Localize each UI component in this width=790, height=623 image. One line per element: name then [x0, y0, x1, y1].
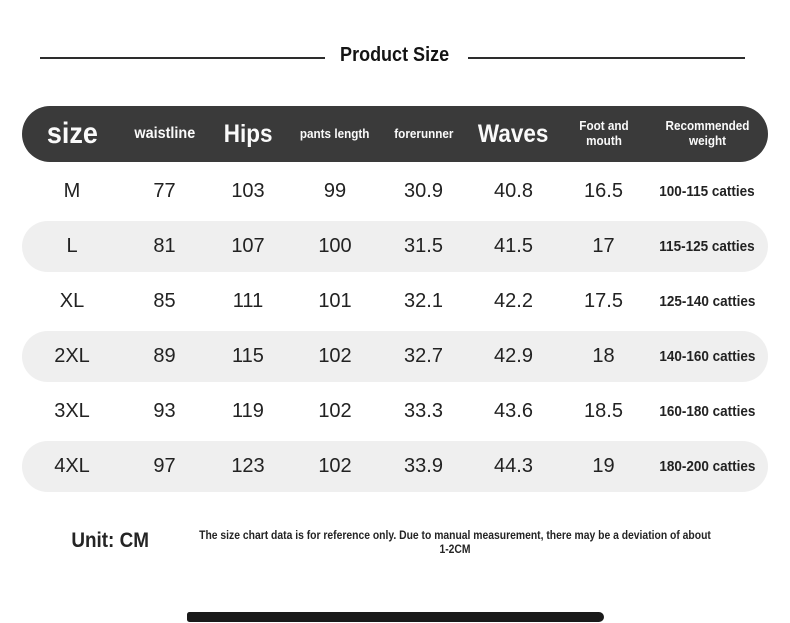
table-row: M 77 103 99 30.9 40.8 16.5 100-115 catti… [22, 166, 768, 217]
header-cell-hips: Hips [207, 120, 289, 149]
cell-waves: 40.8 [494, 180, 533, 202]
cell-waistline: 89 [153, 345, 176, 367]
header-label-size: size [46, 116, 98, 150]
title-divider-right [468, 57, 745, 59]
header-label-pants-length: pants length [300, 125, 370, 141]
header-cell-pants-length: pants length [289, 125, 381, 142]
cell-recommended-weight: 160-180 catties [646, 403, 768, 420]
header-label-foot-and-mouth: Foot and mouth [578, 118, 629, 148]
table-header-row: size waistline Hips pants length forerun… [22, 106, 768, 162]
cell-recommended-weight: 115-125 catties [646, 238, 768, 255]
cell-waistline: 93 [153, 400, 176, 422]
cell-pants-length: 102 [318, 345, 352, 367]
weight-text: 140-160 catties [658, 347, 756, 365]
header-label-recommended-weight: Recommended weight [665, 118, 749, 148]
cell-hips: 107 [231, 235, 265, 257]
header-cell-forerunner: forerunner [381, 125, 466, 142]
cell-size: 4XL [54, 455, 90, 477]
cell-forerunner: 30.9 [404, 180, 443, 202]
cell-size: L [66, 235, 78, 257]
table-row: 2XL 89 115 102 32.7 42.9 18 140-160 catt… [22, 331, 768, 382]
cell-forerunner: 33.3 [404, 400, 443, 422]
unit-label: Unit: CM [48, 529, 172, 553]
unit-text: Unit: CM [71, 529, 149, 552]
table-row: 4XL 97 123 102 33.9 44.3 19 180-200 catt… [22, 441, 768, 492]
cell-forerunner: 32.7 [404, 345, 443, 367]
header-cell-foot-and-mouth: Foot and mouth [561, 118, 646, 149]
cell-forerunner: 33.9 [404, 455, 443, 477]
table-row: XL 85 111 101 32.1 42.2 17.5 125-140 cat… [22, 276, 768, 327]
cell-waves: 42.9 [494, 345, 533, 367]
cell-size: 3XL [54, 400, 90, 422]
cell-pants-length: 99 [323, 180, 347, 202]
cell-waves: 44.3 [494, 455, 533, 477]
cell-forerunner: 32.1 [404, 290, 443, 312]
cell-foot-and-mouth: 18.5 [584, 400, 623, 422]
cell-recommended-weight: 125-140 catties [646, 293, 768, 310]
weight-text: 115-125 catties [659, 237, 755, 255]
header-label-waistline: waistline [134, 124, 195, 142]
cell-foot-and-mouth: 19 [592, 455, 615, 477]
page-title: Product Size [0, 44, 790, 67]
page-title-text: Product Size [340, 44, 450, 66]
cell-hips: 111 [232, 290, 264, 312]
table-row: 3XL 93 119 102 33.3 43.6 18.5 160-180 ca… [22, 386, 768, 437]
cell-hips: 119 [232, 400, 264, 422]
cell-waistline: 81 [153, 235, 176, 257]
weight-text: 180-200 catties [658, 457, 756, 475]
cell-hips: 103 [231, 180, 265, 202]
weight-text: 160-180 catties [658, 402, 756, 420]
disclaimer-text: The size chart data is for reference onl… [170, 530, 740, 558]
cell-recommended-weight: 100-115 catties [646, 183, 768, 200]
cell-hips: 115 [232, 345, 264, 367]
bottom-divider-bar [187, 612, 604, 622]
cell-forerunner: 31.5 [404, 235, 443, 257]
cell-recommended-weight: 140-160 catties [646, 348, 768, 365]
cell-pants-length: 100 [318, 235, 352, 257]
size-table: size waistline Hips pants length forerun… [22, 106, 768, 492]
header-label-hips: Hips [223, 119, 273, 148]
cell-waistline: 77 [153, 180, 176, 202]
header-cell-recommended-weight: Recommended weight [646, 118, 768, 149]
cell-waves: 43.6 [494, 400, 533, 422]
cell-size: M [63, 180, 81, 202]
header-cell-waves: Waves [466, 120, 561, 149]
weight-text: 100-115 catties [659, 182, 755, 200]
cell-foot-and-mouth: 17 [592, 235, 615, 257]
table-row: L 81 107 100 31.5 41.5 17 115-125 cattie… [22, 221, 768, 272]
header-label-forerunner: forerunner [393, 125, 454, 141]
cell-waves: 42.2 [494, 290, 533, 312]
cell-pants-length: 102 [318, 400, 352, 422]
weight-text: 125-140 catties [658, 292, 756, 310]
header-cell-waistline: waistline [122, 125, 207, 143]
cell-waistline: 97 [153, 455, 176, 477]
header-cell-size: size [22, 117, 122, 152]
disclaimer-inner-text: The size chart data is for reference onl… [199, 530, 711, 556]
cell-hips: 123 [231, 455, 265, 477]
title-divider-left [40, 57, 325, 59]
cell-size: XL [59, 290, 85, 312]
cell-waistline: 85 [153, 290, 176, 312]
cell-foot-and-mouth: 17.5 [584, 290, 623, 312]
title-section: Product Size [0, 44, 790, 76]
cell-foot-and-mouth: 16.5 [584, 180, 623, 202]
cell-foot-and-mouth: 18 [592, 345, 615, 367]
cell-waves: 41.5 [494, 235, 533, 257]
cell-pants-length: 102 [318, 455, 352, 477]
cell-size: 2XL [54, 345, 90, 367]
cell-recommended-weight: 180-200 catties [646, 458, 768, 475]
header-label-waves: Waves [478, 119, 549, 148]
cell-pants-length: 101 [318, 290, 352, 312]
